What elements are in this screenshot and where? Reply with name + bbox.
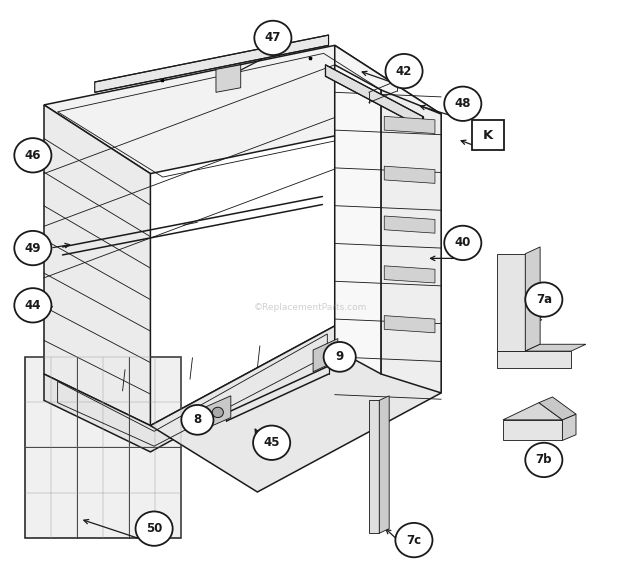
Polygon shape <box>313 339 338 372</box>
Text: 8: 8 <box>193 413 202 426</box>
Polygon shape <box>205 396 231 429</box>
Text: 48: 48 <box>454 97 471 110</box>
Text: 7c: 7c <box>406 534 422 546</box>
Circle shape <box>525 282 562 317</box>
Circle shape <box>324 342 356 372</box>
Polygon shape <box>384 117 435 134</box>
Polygon shape <box>384 216 435 233</box>
Circle shape <box>396 523 433 557</box>
Polygon shape <box>379 396 389 533</box>
Polygon shape <box>384 316 435 333</box>
Circle shape <box>14 231 51 265</box>
Polygon shape <box>335 45 441 393</box>
Polygon shape <box>44 45 441 173</box>
Circle shape <box>14 138 51 172</box>
Polygon shape <box>497 351 571 369</box>
Polygon shape <box>381 90 441 393</box>
Text: K: K <box>483 129 494 142</box>
Text: 9: 9 <box>335 350 344 363</box>
Polygon shape <box>539 397 576 420</box>
Polygon shape <box>503 403 562 420</box>
Polygon shape <box>151 326 441 492</box>
Text: 45: 45 <box>264 436 280 449</box>
Polygon shape <box>525 344 586 351</box>
Polygon shape <box>384 266 435 283</box>
Polygon shape <box>497 254 525 351</box>
Text: 47: 47 <box>265 32 281 44</box>
Polygon shape <box>95 35 329 92</box>
Text: 46: 46 <box>25 149 41 162</box>
Circle shape <box>445 226 481 260</box>
Polygon shape <box>44 105 151 425</box>
Text: 7a: 7a <box>536 293 552 306</box>
Polygon shape <box>503 420 562 440</box>
Polygon shape <box>384 166 435 183</box>
Text: 40: 40 <box>454 236 471 250</box>
Text: ©ReplacementParts.com: ©ReplacementParts.com <box>254 302 366 312</box>
Circle shape <box>14 288 51 323</box>
Circle shape <box>445 87 481 121</box>
Circle shape <box>386 54 423 88</box>
Text: 42: 42 <box>396 65 412 77</box>
Text: 7b: 7b <box>536 453 552 467</box>
Polygon shape <box>25 357 181 538</box>
Polygon shape <box>216 65 241 92</box>
Text: 50: 50 <box>146 522 162 535</box>
Circle shape <box>181 405 213 435</box>
Polygon shape <box>335 65 381 374</box>
Polygon shape <box>525 247 540 351</box>
Circle shape <box>212 407 223 417</box>
Circle shape <box>136 511 172 546</box>
Circle shape <box>253 425 290 460</box>
Polygon shape <box>326 65 423 128</box>
FancyBboxPatch shape <box>472 121 504 150</box>
Circle shape <box>254 21 291 55</box>
Circle shape <box>525 443 562 477</box>
Polygon shape <box>44 326 335 452</box>
Polygon shape <box>369 401 379 533</box>
Text: 49: 49 <box>25 242 41 254</box>
Text: 44: 44 <box>25 299 41 312</box>
Polygon shape <box>562 414 576 440</box>
